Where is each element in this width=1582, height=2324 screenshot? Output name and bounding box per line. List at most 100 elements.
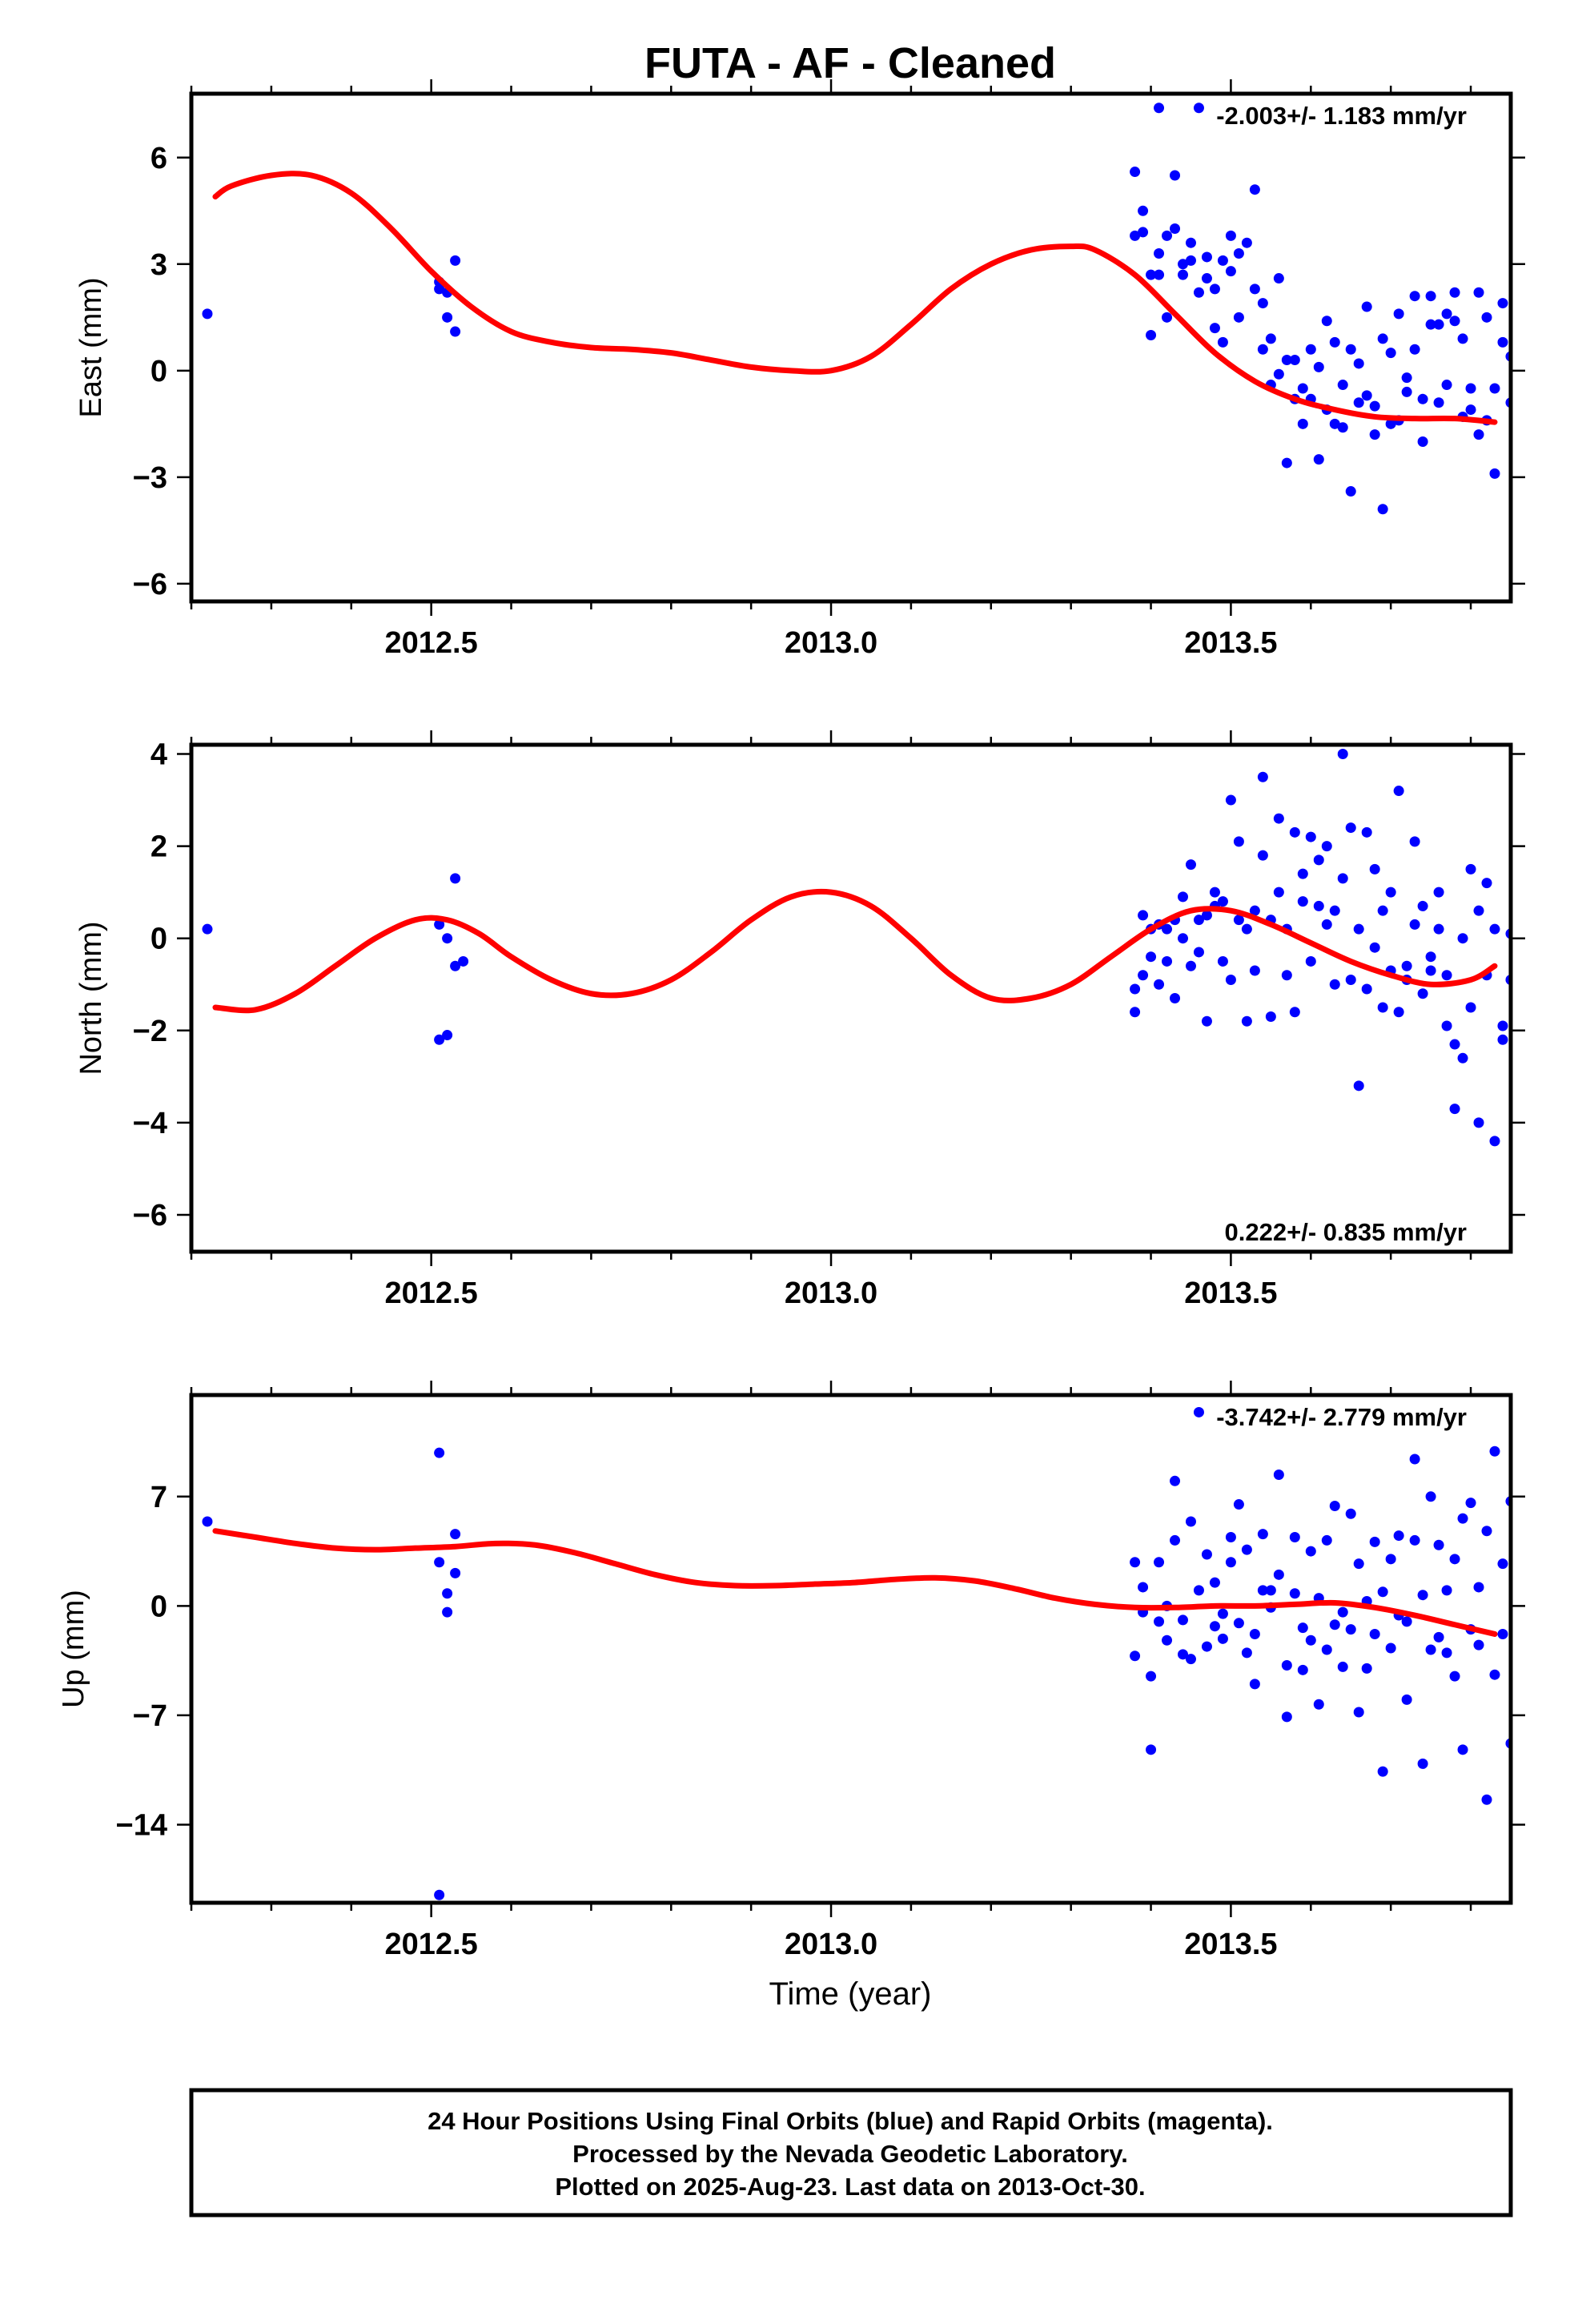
up-data-point <box>1545 1552 1556 1562</box>
up-data-point <box>1377 1586 1388 1598</box>
up-data-point <box>1561 1735 1572 1746</box>
up-data-point <box>1417 1758 1428 1769</box>
east-data-point <box>1353 397 1364 408</box>
up-data-point <box>1209 1621 1220 1632</box>
up-data-point <box>1345 1508 1356 1519</box>
east-data-point <box>1449 316 1460 327</box>
east-data-point <box>1545 501 1556 511</box>
east-data-point <box>1162 312 1173 323</box>
north-data-point <box>1569 887 1580 898</box>
north-data-point <box>1201 910 1212 921</box>
east-data-point <box>1377 504 1388 515</box>
up-data-point <box>1337 1661 1348 1672</box>
east-data-point <box>1489 383 1500 394</box>
north-data-point <box>1193 915 1204 926</box>
north-data-point <box>1441 970 1452 981</box>
east-data-point <box>1417 393 1428 404</box>
north-data-point <box>1353 923 1364 935</box>
east-data-point <box>1577 383 1582 393</box>
north-data-point <box>1233 915 1244 926</box>
east-data-point <box>1329 418 1340 429</box>
east-x-tick-label: 2013.5 <box>1184 626 1277 660</box>
east-data-point <box>1473 287 1484 298</box>
north-x-tick-label: 2012.5 <box>385 1277 478 1310</box>
north-data-point <box>1385 887 1396 898</box>
east-data-point <box>1154 248 1165 259</box>
north-data-point <box>1497 1020 1508 1031</box>
up-data-point <box>1281 1659 1292 1671</box>
north-data-point <box>1305 955 1316 967</box>
up-data-point <box>1281 1711 1292 1723</box>
up-data-point <box>1577 1601 1582 1611</box>
east-data-point <box>1473 429 1484 440</box>
up-data-point <box>1305 1546 1316 1557</box>
north-data-point <box>1497 1034 1508 1045</box>
up-data-point <box>1353 1707 1364 1718</box>
up-data-point <box>1297 1622 1308 1634</box>
up-data-point <box>1441 1647 1452 1659</box>
east-data-point <box>1489 468 1500 479</box>
north-data-point <box>1481 878 1492 889</box>
north-data-point <box>1273 813 1284 824</box>
up-data-point <box>1569 1583 1580 1594</box>
east-x-tick-label: 2013.0 <box>785 626 877 660</box>
up-rate-annotation: -3.742+/- 2.779 mm/yr <box>1216 1403 1467 1431</box>
north-data-point <box>442 1030 453 1041</box>
east-data-point <box>1537 383 1548 393</box>
up-data-point <box>1257 1529 1268 1540</box>
up-data-point <box>1337 1606 1348 1618</box>
north-y-tick-label: 0 <box>151 923 167 956</box>
east-data-point <box>1553 419 1564 429</box>
up-data-point <box>1457 1744 1468 1755</box>
north-data-point <box>1449 1104 1460 1115</box>
up-data-point <box>1130 1651 1141 1662</box>
up-data-point <box>1225 1532 1236 1543</box>
east-y-tick-label: 6 <box>151 142 167 175</box>
north-data-point <box>1561 1025 1572 1035</box>
north-data-point <box>1281 970 1292 981</box>
north-data-point <box>458 955 469 967</box>
east-data-point <box>1249 184 1260 195</box>
east-data-point <box>1177 259 1188 270</box>
up-data-point <box>1154 1616 1165 1627</box>
north-data-point <box>1185 859 1196 870</box>
north-data-point <box>1529 1099 1540 1109</box>
east-data-point <box>1281 355 1292 366</box>
footer-box: 24 Hour Positions Using Final Orbits (bl… <box>189 2088 1513 2217</box>
east-data-point <box>1185 237 1196 248</box>
up-data-point <box>1289 1588 1300 1599</box>
north-data-point <box>1409 836 1420 847</box>
north-data-point <box>1201 1015 1212 1027</box>
north-data-point <box>1225 974 1236 985</box>
north-data-point <box>1273 887 1284 898</box>
north-data-point <box>1433 923 1444 935</box>
up-data-point <box>1425 1644 1436 1655</box>
north-data-point <box>1185 960 1196 971</box>
north-data-point <box>1553 799 1564 810</box>
up-data-point <box>1497 1558 1508 1570</box>
north-panel: 2012.5 2013.0 2013.5 4 2 0 −2 −4 −6 North (mm) 0.2… <box>74 730 1580 1310</box>
north-data-point <box>1529 891 1540 902</box>
east-data-point <box>1561 404 1572 415</box>
up-fit-line <box>212 1528 1498 1637</box>
east-data-point <box>1513 497 1524 507</box>
up-data-point <box>1425 1491 1436 1502</box>
up-data-point <box>1569 1640 1580 1651</box>
east-data-point <box>1353 358 1364 369</box>
footer-border <box>189 2088 1513 2217</box>
up-data-point <box>1329 1501 1340 1512</box>
north-data-point <box>1193 947 1204 958</box>
north-data-point <box>1130 1007 1141 1018</box>
north-x-tick-label: 2013.0 <box>785 1277 877 1310</box>
up-data-point <box>1225 1557 1236 1568</box>
up-data-point <box>1313 1699 1324 1710</box>
footer-line-2: Processed by the Nevada Geodetic Laborat… <box>572 2140 1128 2168</box>
east-data-point <box>1449 287 1460 298</box>
up-data-point <box>1177 1649 1188 1660</box>
up-data-point <box>1138 1582 1149 1593</box>
up-data-point <box>1553 1627 1564 1638</box>
east-data-point <box>450 255 461 266</box>
east-data-point <box>1138 227 1149 238</box>
up-y-tick-label: −14 <box>116 1808 167 1842</box>
